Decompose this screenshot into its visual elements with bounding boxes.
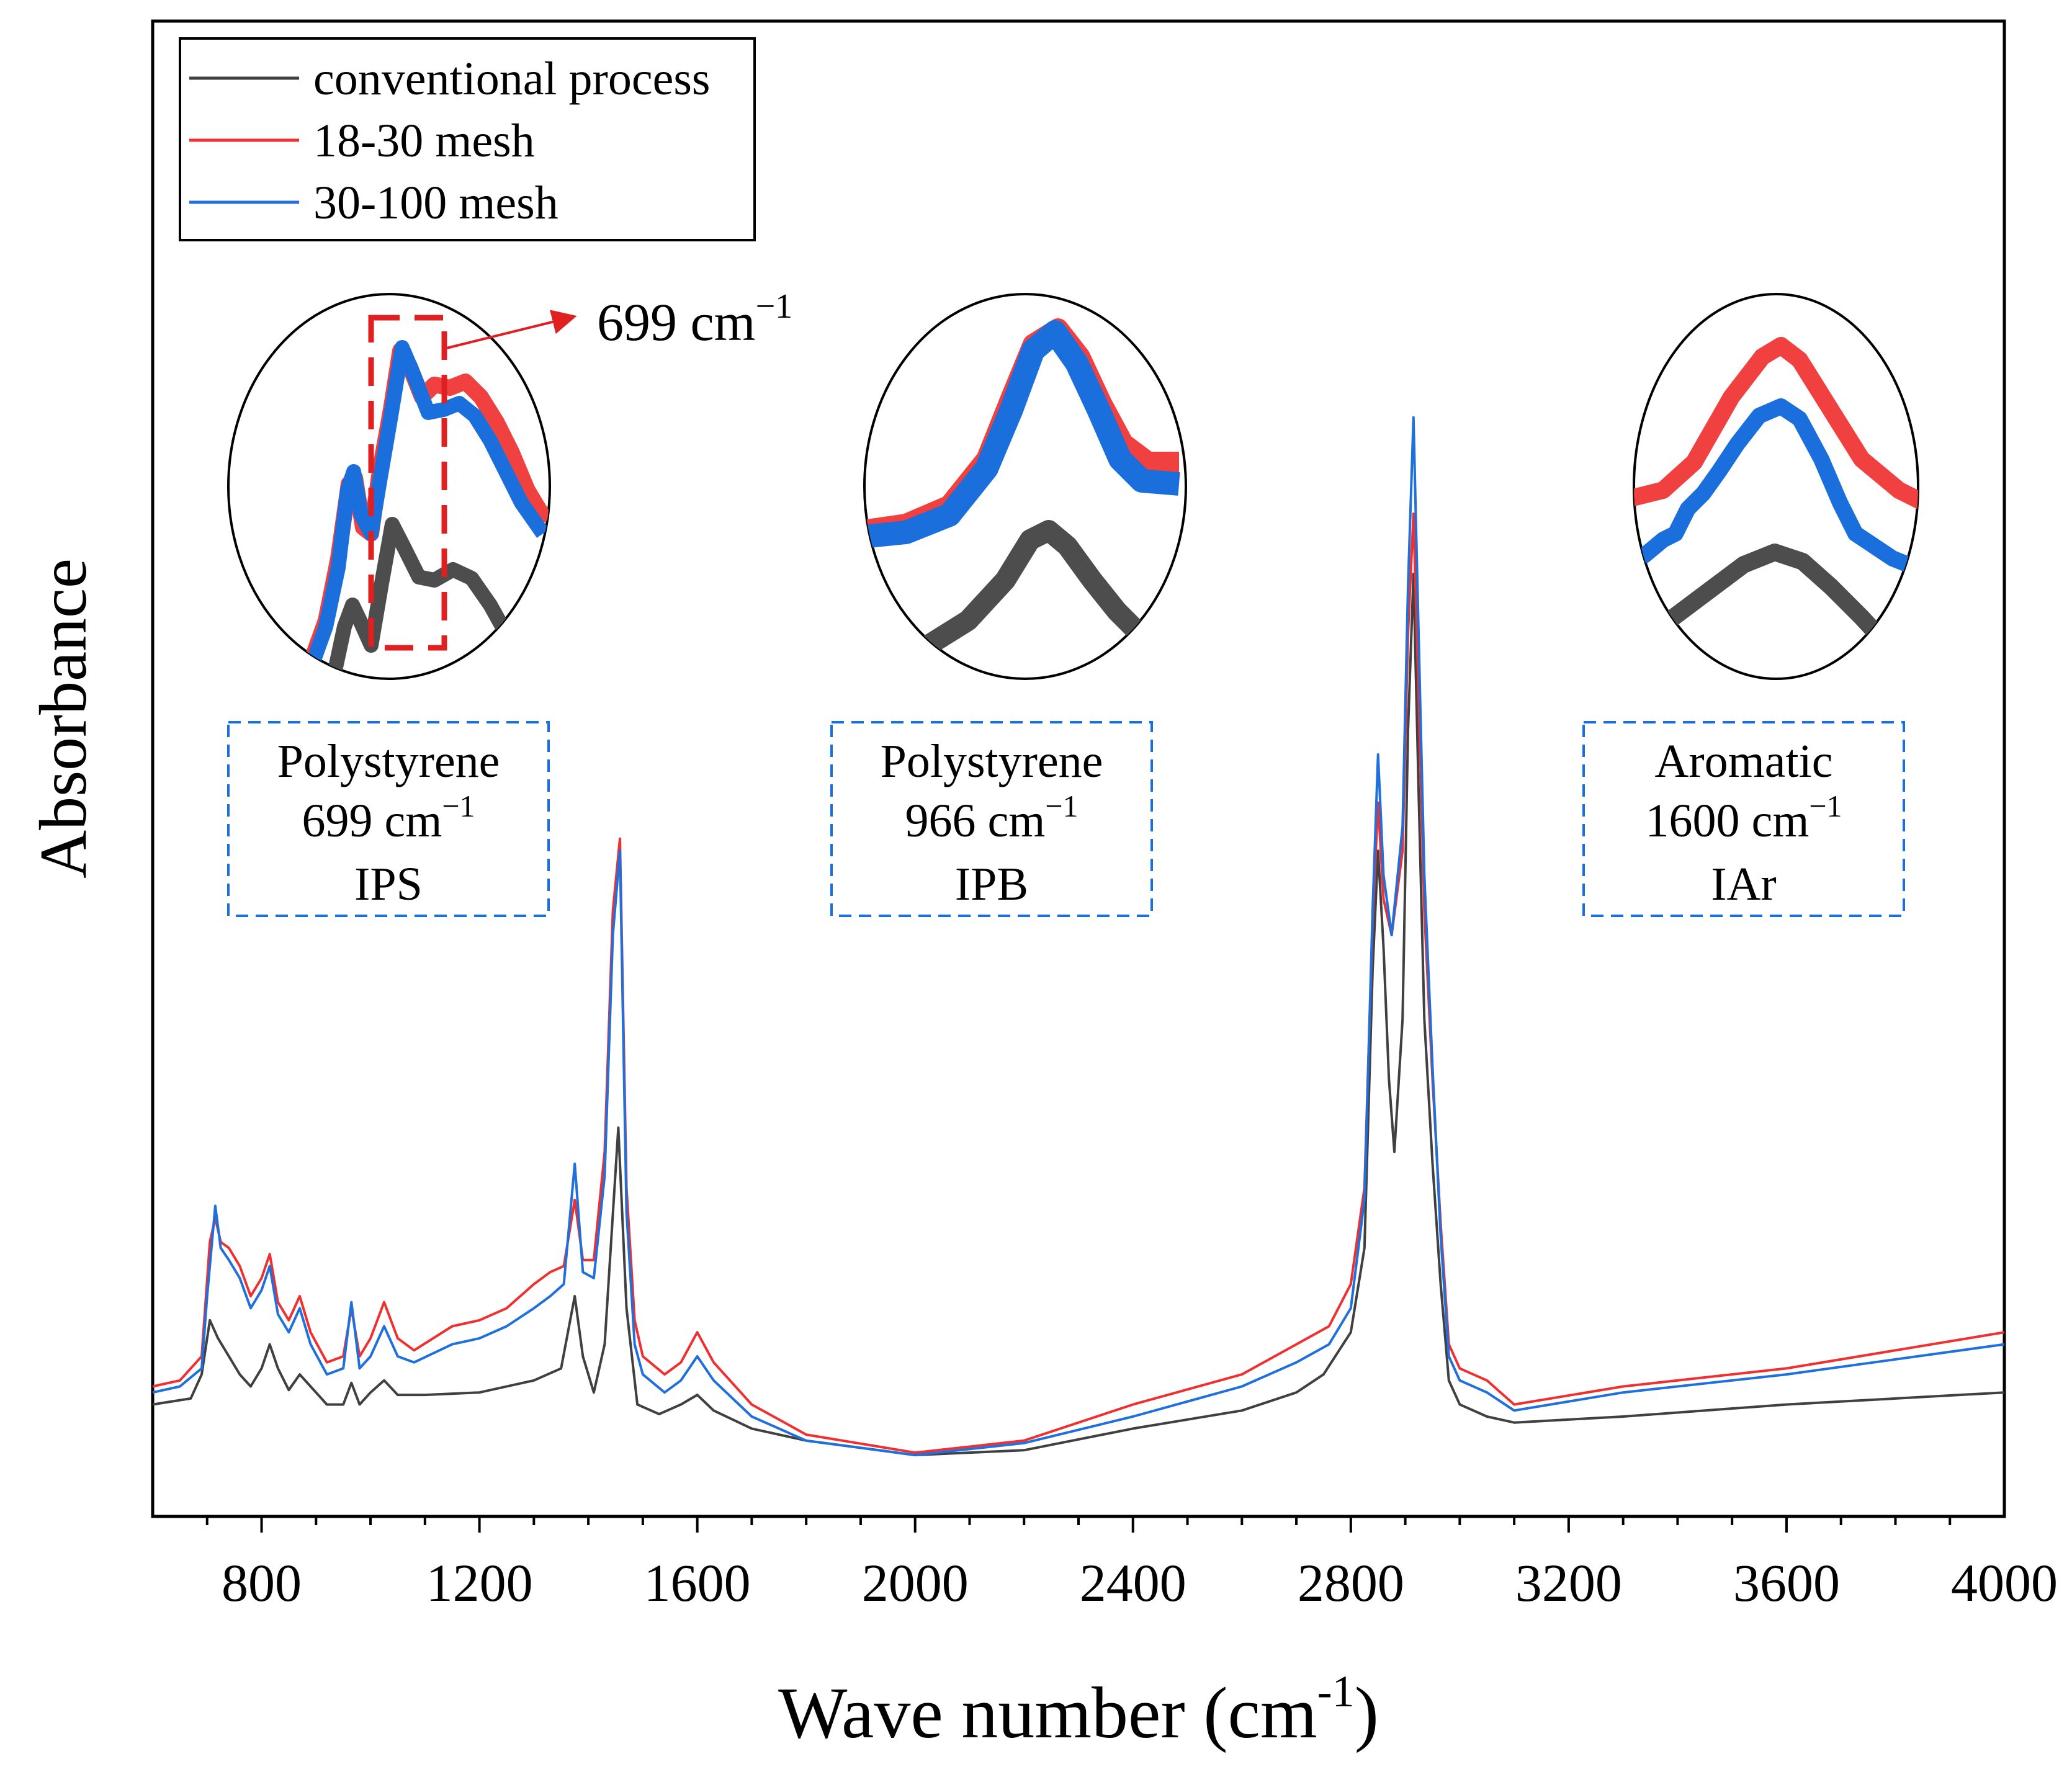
- x-axis-label-close: ): [1355, 1672, 1379, 1753]
- zoom-1600-conventional: [1634, 544, 1906, 664]
- x-axis-label-exponent: -1: [1317, 1667, 1355, 1716]
- zoom-699-conventional: [328, 517, 522, 672]
- zoom-1600-30-100-mesh: [1634, 398, 1918, 579]
- x-tick-label: 800: [222, 1553, 302, 1613]
- zoom-inset-966: [863, 293, 1187, 680]
- annotation-box-iar: Aromatic 1600 cm−1 IAr: [1582, 721, 1905, 917]
- arrow-699-label-main: 699 cm: [597, 292, 756, 352]
- x-tick-label: 2800: [1298, 1553, 1404, 1613]
- annotation-box-iar-line3: IAr: [1711, 858, 1777, 910]
- annotation-box-ipb-line2-exponent: −1: [1045, 789, 1078, 823]
- y-axis-label: Absorbance: [27, 558, 101, 879]
- zoom-699-30-100-mesh: [303, 340, 549, 673]
- annotation-box-iar-frame: [1582, 721, 1905, 917]
- x-axis-ticks: [205, 1516, 1952, 1533]
- x-tick-label: 2000: [862, 1553, 969, 1613]
- x-tick-label: 2400: [1080, 1553, 1186, 1613]
- annotation-box-iar-line1: Aromatic: [1654, 735, 1832, 787]
- annotation-box-ips-line1: Polystyrene: [277, 735, 500, 787]
- spectra-series: [153, 416, 2004, 1457]
- series-line-30-100-mesh: [153, 416, 2004, 1457]
- zoom-inset-699: [227, 293, 551, 680]
- x-axis-label-main: Wave number (cm: [778, 1672, 1317, 1753]
- arrow-699-pointer: [444, 310, 577, 350]
- x-tick-label: 3200: [1515, 1553, 1622, 1613]
- x-tick-label: 3600: [1733, 1553, 1840, 1613]
- zoom-inset-1600: [1633, 293, 1919, 680]
- x-tick-label: 4000: [1951, 1553, 2058, 1613]
- legend-label-conventional: conventional process: [313, 53, 710, 105]
- arrow-699-label-exponent: −1: [756, 287, 793, 326]
- zoom-966-30-100-mesh: [864, 320, 1180, 548]
- x-tick-label: 1200: [426, 1553, 533, 1613]
- legend-label-30-100-mesh: 30-100 mesh: [313, 177, 558, 229]
- annotation-box-ipb-line1: Polystyrene: [881, 735, 1103, 787]
- annotation-box-ips-line2-exponent: −1: [442, 789, 475, 823]
- x-axis-tick-labels: 800 1200 1600 2000 2400 2800 3200 3600 4000: [222, 1553, 2058, 1613]
- annotation-box-ips: Polystyrene 699 cm−1 IPS: [227, 721, 550, 917]
- zoom-699-highlight-box: [368, 315, 447, 651]
- x-tick-label: 1600: [644, 1553, 751, 1613]
- legend-label-18-30-mesh: 18-30 mesh: [313, 115, 535, 167]
- annotation-box-ipb-frame: [830, 721, 1153, 917]
- annotation-box-iar-line2-main: 1600 cm: [1645, 795, 1809, 847]
- annotation-box-iar-line2-exponent: −1: [1809, 789, 1842, 823]
- x-axis-label: Wave number (cm-1): [778, 1667, 1379, 1753]
- series-line-conventional-process: [153, 573, 2004, 1457]
- zoom-1600-18-30-mesh: [1634, 337, 1918, 511]
- annotation-box-ips-line3: IPS: [354, 858, 423, 910]
- annotation-box-ipb-line2: 966 cm−1: [905, 789, 1078, 847]
- arrow-699-label: 699 cm−1: [597, 287, 792, 352]
- annotation-box-ipb-line3: IPB: [955, 858, 1028, 910]
- zoom-966-conventional: [865, 520, 1186, 679]
- zoom-inset-1600-frame: [1633, 293, 1919, 680]
- annotation-box-ips-line2-main: 699 cm: [302, 795, 442, 847]
- annotation-box-ips-line2: 699 cm−1: [302, 789, 475, 847]
- annotation-box-ipb-line2-main: 966 cm: [905, 795, 1045, 847]
- legend: conventional process 18-30 mesh 30-100 m…: [179, 37, 756, 241]
- annotation-box-ipb: Polystyrene 966 cm−1 IPB: [830, 721, 1153, 917]
- annotation-box-iar-line2: 1600 cm−1: [1645, 789, 1842, 847]
- annotation-box-ips-frame: [227, 721, 550, 917]
